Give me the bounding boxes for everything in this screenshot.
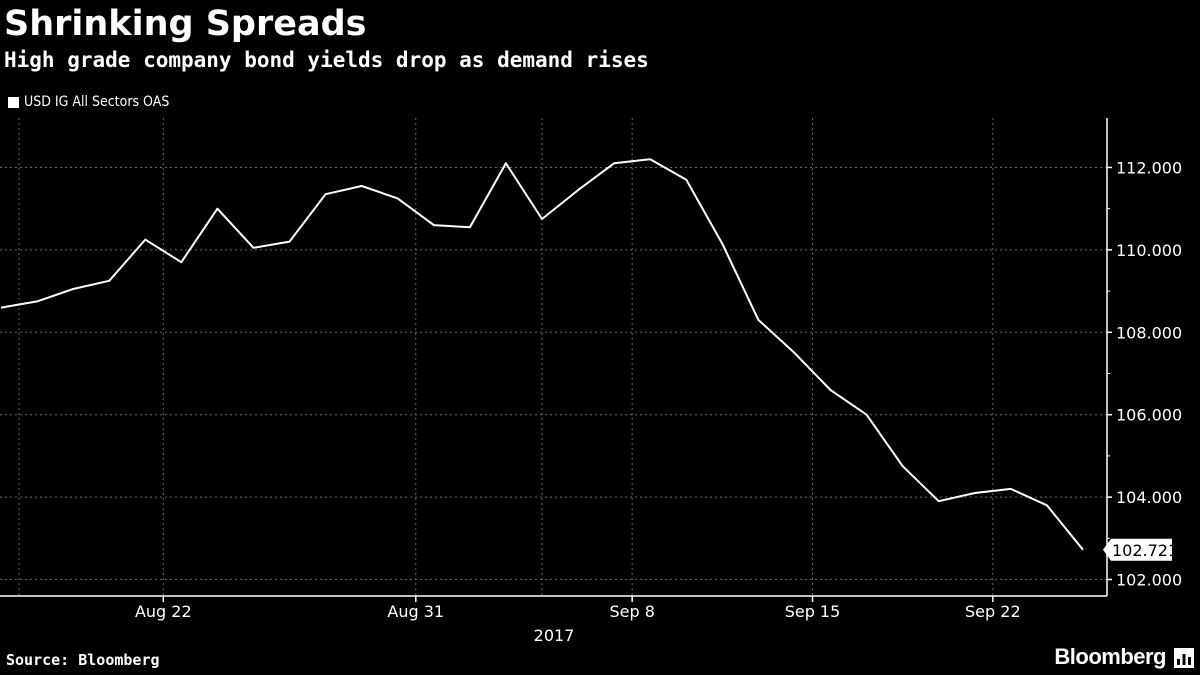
x-tick-label: Sep 22	[965, 602, 1021, 621]
legend-label: USD IG All Sectors OAS	[24, 94, 170, 110]
last-value-label: 102.721	[1112, 541, 1178, 560]
chart-title: Shrinking Spreads	[4, 4, 367, 44]
y-tick-label: 106.000	[1116, 406, 1182, 425]
y-tick-label: 104.000	[1116, 488, 1182, 507]
brand-logo-text: Bloomberg	[1054, 644, 1166, 669]
chart-subtitle: High grade company bond yields drop as d…	[4, 48, 649, 72]
legend-swatch	[8, 96, 19, 108]
x-tick-label: Aug 22	[135, 602, 192, 621]
y-tick-label: 112.000	[1116, 158, 1182, 177]
y-tick-label: 102.000	[1116, 571, 1182, 590]
x-tick-label: Sep 8	[609, 602, 654, 621]
bloomberg-chart-icon	[1174, 648, 1194, 668]
x-tick-label: Sep 15	[785, 602, 841, 621]
y-tick-label: 110.000	[1116, 241, 1182, 260]
last-value-badge	[1103, 538, 1172, 561]
x-axis-label: 2017	[534, 626, 575, 645]
x-tick-label: Aug 31	[387, 602, 444, 621]
chart-legend: USD IG All Sectors OAS	[8, 92, 169, 112]
source-note: Source: Bloomberg	[6, 651, 160, 669]
series-line-usd-ig-oas	[0, 158, 1084, 551]
y-tick-label: 108.000	[1116, 323, 1182, 342]
